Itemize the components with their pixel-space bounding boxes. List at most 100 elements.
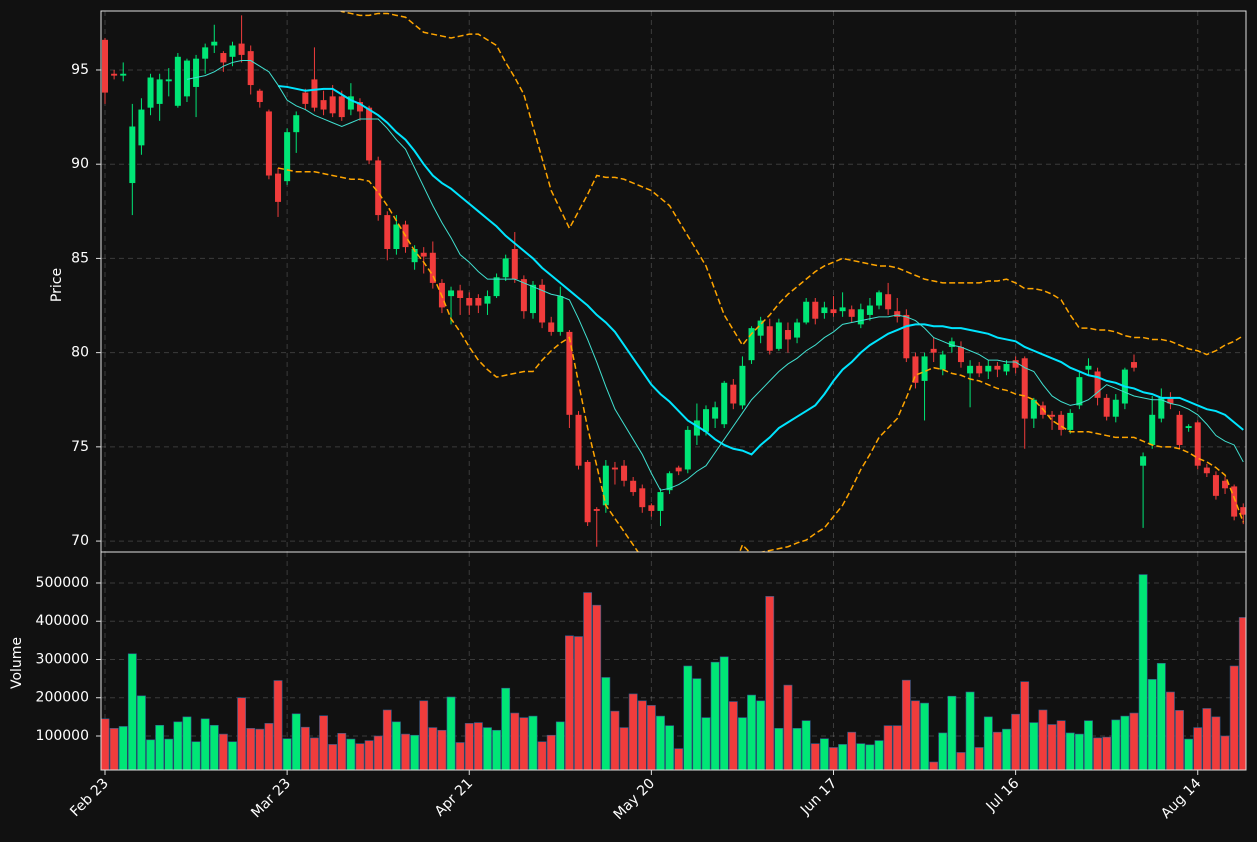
- candle-body: [885, 294, 892, 310]
- volume-bar: [155, 724, 165, 770]
- volume-bar: [1166, 691, 1175, 770]
- volume-bar: [528, 715, 538, 770]
- volume-bar: [1129, 712, 1139, 770]
- candle-body: [803, 301, 810, 323]
- volume-bar: [146, 739, 155, 770]
- candle-body: [621, 465, 628, 481]
- candle-body: [593, 509, 600, 511]
- y-tick-label: 80: [71, 345, 89, 361]
- volume-bar: [1020, 681, 1030, 770]
- volume-bar: [1175, 710, 1184, 770]
- candle-body: [557, 296, 564, 332]
- candle-body: [1058, 414, 1065, 430]
- volume-plot: [101, 574, 1246, 770]
- y-tick-label: 90: [71, 156, 89, 172]
- candle-body: [156, 79, 163, 104]
- series-line: [277, 167, 1244, 552]
- candle-body: [775, 322, 782, 349]
- y-tick-label: 75: [71, 439, 89, 455]
- volume-bar: [847, 731, 857, 770]
- candle-body: [475, 297, 482, 306]
- candle-body: [693, 420, 700, 436]
- candle-body: [903, 314, 910, 359]
- candle-body: [857, 309, 864, 325]
- volume-bar: [127, 653, 137, 770]
- volume-bar: [1029, 722, 1039, 770]
- volume-bar: [792, 728, 802, 770]
- volume-bar: [656, 715, 665, 770]
- candle-body: [229, 45, 236, 57]
- candle-body: [548, 322, 555, 332]
- candle-body: [948, 341, 955, 347]
- candle-body: [347, 96, 354, 110]
- candle-body: [457, 290, 464, 298]
- candle-body: [1203, 467, 1210, 474]
- candle-body: [1021, 358, 1028, 419]
- candle-body: [1185, 426, 1192, 429]
- candle-body: [684, 429, 691, 470]
- price-plot: [102, 11, 1246, 552]
- volume-bar: [483, 727, 492, 770]
- candle-body: [794, 322, 801, 338]
- candle-body: [220, 53, 227, 63]
- volume-bar: [783, 684, 793, 770]
- candle-body: [1130, 362, 1138, 368]
- candle-body: [529, 284, 536, 314]
- candle-body: [520, 279, 527, 312]
- candle-body: [1003, 363, 1010, 372]
- volume-bar: [419, 700, 429, 770]
- candle-body: [284, 132, 291, 182]
- volume-bar: [364, 740, 374, 770]
- candle-body: [703, 409, 710, 432]
- candle-body: [411, 248, 418, 263]
- candle-body: [1194, 422, 1201, 466]
- volume-bar: [328, 744, 338, 770]
- volume-bar: [337, 733, 347, 770]
- volume-bar: [237, 697, 246, 770]
- candle-body: [147, 77, 154, 108]
- candle-body: [730, 384, 737, 404]
- candle-body: [757, 320, 764, 336]
- volume-bar: [929, 761, 939, 770]
- volume-bar: [1211, 716, 1221, 770]
- volume-bar: [246, 728, 256, 770]
- candle-body: [1076, 377, 1083, 406]
- candle-body: [238, 43, 245, 55]
- volume-bar: [810, 743, 820, 770]
- candle-body: [320, 100, 327, 110]
- candle-body: [429, 252, 436, 283]
- y-axis-label: Volume: [9, 637, 25, 689]
- volume-bar: [428, 727, 438, 770]
- volume-bar: [1120, 715, 1130, 770]
- candle-body: [174, 56, 181, 106]
- volume-bar: [228, 741, 237, 770]
- volume-bar: [747, 694, 756, 770]
- volume-bar: [692, 678, 702, 770]
- volume-bar: [892, 725, 902, 770]
- candle-body: [511, 248, 518, 280]
- volume-bar: [137, 695, 146, 770]
- volume-bar: [319, 715, 328, 770]
- volume-bar: [1011, 713, 1021, 770]
- candle-body: [912, 356, 919, 383]
- candle-body: [812, 301, 819, 319]
- candle-body: [1140, 456, 1147, 466]
- volume-bar: [701, 717, 711, 770]
- volume-bar: [218, 733, 228, 770]
- volume-bar: [200, 718, 210, 770]
- candle-body: [1240, 507, 1246, 515]
- candle-body: [739, 365, 746, 406]
- volume-bar: [574, 636, 583, 770]
- candle-body: [265, 111, 272, 176]
- candle-body: [138, 109, 145, 146]
- volume-bar: [291, 713, 301, 770]
- volume-bar: [911, 700, 920, 770]
- candle-body: [611, 467, 618, 470]
- candle-body: [1085, 365, 1092, 370]
- candle-body: [193, 58, 200, 87]
- volume-bar: [455, 742, 465, 770]
- volume-bar: [683, 665, 693, 770]
- candle-body: [420, 252, 427, 257]
